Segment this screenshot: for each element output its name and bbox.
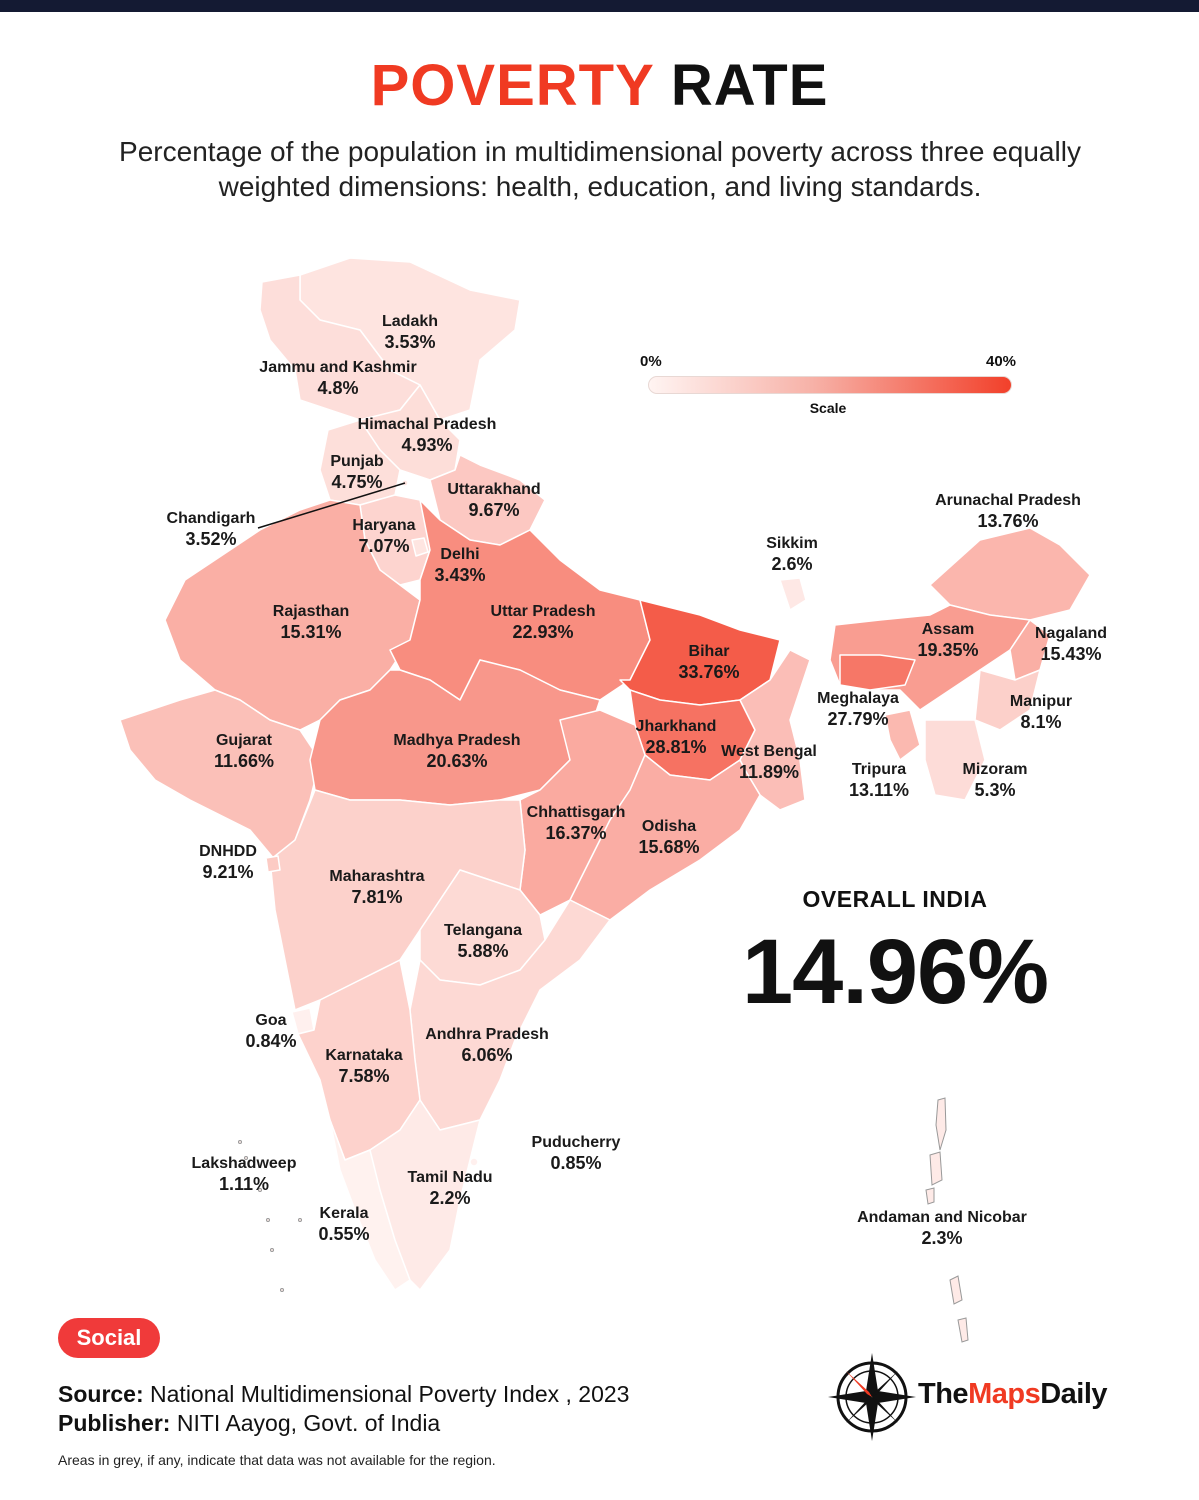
label-jammu-and-kashmir: Jammu and Kashmir 4.8%: [259, 359, 417, 398]
region-sikkim: [779, 577, 807, 611]
label-arunachal-pradesh: Arunachal Pradesh 13.76%: [935, 492, 1081, 531]
label-karnataka: Karnataka 7.58%: [325, 1047, 403, 1086]
scale-min-label: 0%: [640, 353, 662, 370]
label-uttarakhand: Uttarakhand 9.67%: [447, 481, 541, 520]
label-sikkim: Sikkim 2.6%: [766, 535, 818, 574]
category-badge: Social: [58, 1318, 160, 1358]
label-telangana: Telangana 5.88%: [444, 922, 522, 961]
label-puducherry: Puducherry 0.85%: [531, 1134, 621, 1173]
region-odisha: [569, 754, 761, 921]
label-west-bengal: West Bengal 11.89%: [721, 743, 817, 782]
region-andaman-and-nicobar: [925, 1097, 969, 1343]
label-jharkhand: Jharkhand 28.81%: [635, 718, 717, 757]
source-line: Source: National Multidimensional Povert…: [58, 1380, 629, 1409]
label-gujarat: Gujarat 11.66%: [213, 732, 275, 771]
label-dnhdd: DNHDD 9.21%: [199, 843, 257, 882]
page-subtitle: Percentage of the population in multidim…: [119, 136, 1081, 202]
top-bar: [0, 0, 1199, 12]
label-assam: Assam 19.35%: [917, 621, 979, 660]
overall-india-value: 14.96%: [741, 921, 1049, 1023]
label-himachal-pradesh: Himachal Pradesh 4.93%: [357, 416, 497, 455]
region-puducherry: [469, 1157, 479, 1167]
region-tamil-nadu: [369, 1099, 481, 1291]
source-label: Source:: [58, 1381, 144, 1407]
publisher-line: Publisher: NITI Aayog, Govt. of India: [58, 1409, 629, 1438]
page-title: POVERTY RATE: [0, 52, 1199, 119]
label-uttar-pradesh: Uttar Pradesh 22.93%: [490, 603, 596, 642]
label-manipur: Manipur 8.1%: [1009, 693, 1073, 732]
label-chhattisgarh: Chhattisgarh 16.37%: [526, 804, 626, 843]
region-nagaland: [1009, 619, 1051, 681]
label-delhi: Delhi 3.43%: [434, 546, 486, 585]
label-nagaland: Nagaland 15.43%: [1034, 625, 1108, 664]
label-tripura: Tripura 13.11%: [848, 761, 910, 800]
label-mizoram: Mizoram 5.3%: [962, 761, 1028, 800]
region-lakshadweep: [238, 1140, 302, 1292]
title-rest: RATE: [670, 53, 829, 118]
scale-title: Scale: [809, 400, 847, 416]
footnote: Areas in grey, if any, indicate that dat…: [58, 1452, 496, 1468]
overall-india-label: OVERALL INDIA: [802, 886, 988, 912]
publisher-text: NITI Aayog, Govt. of India: [176, 1410, 441, 1436]
label-kerala: Kerala 0.55%: [318, 1205, 370, 1244]
scale-gradient-bar: [648, 376, 1012, 394]
label-goa: Goa 0.84%: [245, 1012, 297, 1051]
source-text: National Multidimensional Poverty Index …: [150, 1381, 630, 1407]
label-odisha: Odisha 15.68%: [638, 818, 700, 857]
compass-logo-icon: [828, 1353, 916, 1441]
label-maharashtra: Maharashtra 7.81%: [329, 868, 425, 907]
region-meghalaya: [839, 654, 916, 691]
region-mizoram: [924, 719, 986, 801]
brand-name: TheMapsDaily: [918, 1378, 1108, 1410]
label-bihar: Bihar 33.76%: [678, 643, 740, 682]
publisher-label: Publisher:: [58, 1410, 171, 1436]
region-dnhdd: [265, 855, 281, 873]
scale-max-label: 40%: [986, 353, 1017, 370]
label-meghalaya: Meghalaya 27.79%: [817, 690, 899, 729]
region-west-bengal: [739, 649, 811, 811]
source-block: Source: National Multidimensional Povert…: [58, 1380, 629, 1438]
label-punjab: Punjab 4.75%: [330, 453, 384, 492]
label-chandigarh: Chandigarh 3.52%: [166, 510, 256, 549]
label-andaman-and-nicobar: Andaman and Nicobar 2.3%: [857, 1209, 1027, 1248]
label-lakshadweep: Lakshadweep 1.11%: [191, 1155, 297, 1194]
label-madhya-pradesh: Madhya Pradesh 20.63%: [393, 732, 521, 771]
title-accent: POVERTY: [370, 53, 654, 118]
label-andhra-pradesh: Andhra Pradesh 6.06%: [425, 1026, 549, 1065]
region-delhi: [411, 537, 429, 557]
label-tamil-nadu: Tamil Nadu 2.2%: [407, 1169, 493, 1208]
india-map: [119, 257, 1091, 1343]
region-tripura: [884, 709, 921, 761]
label-haryana: Haryana 7.07%: [352, 517, 416, 556]
label-ladakh: Ladakh 3.53%: [381, 313, 439, 352]
chandigarh-leader-line: [257, 482, 406, 529]
label-rajasthan: Rajasthan 15.31%: [272, 603, 350, 642]
